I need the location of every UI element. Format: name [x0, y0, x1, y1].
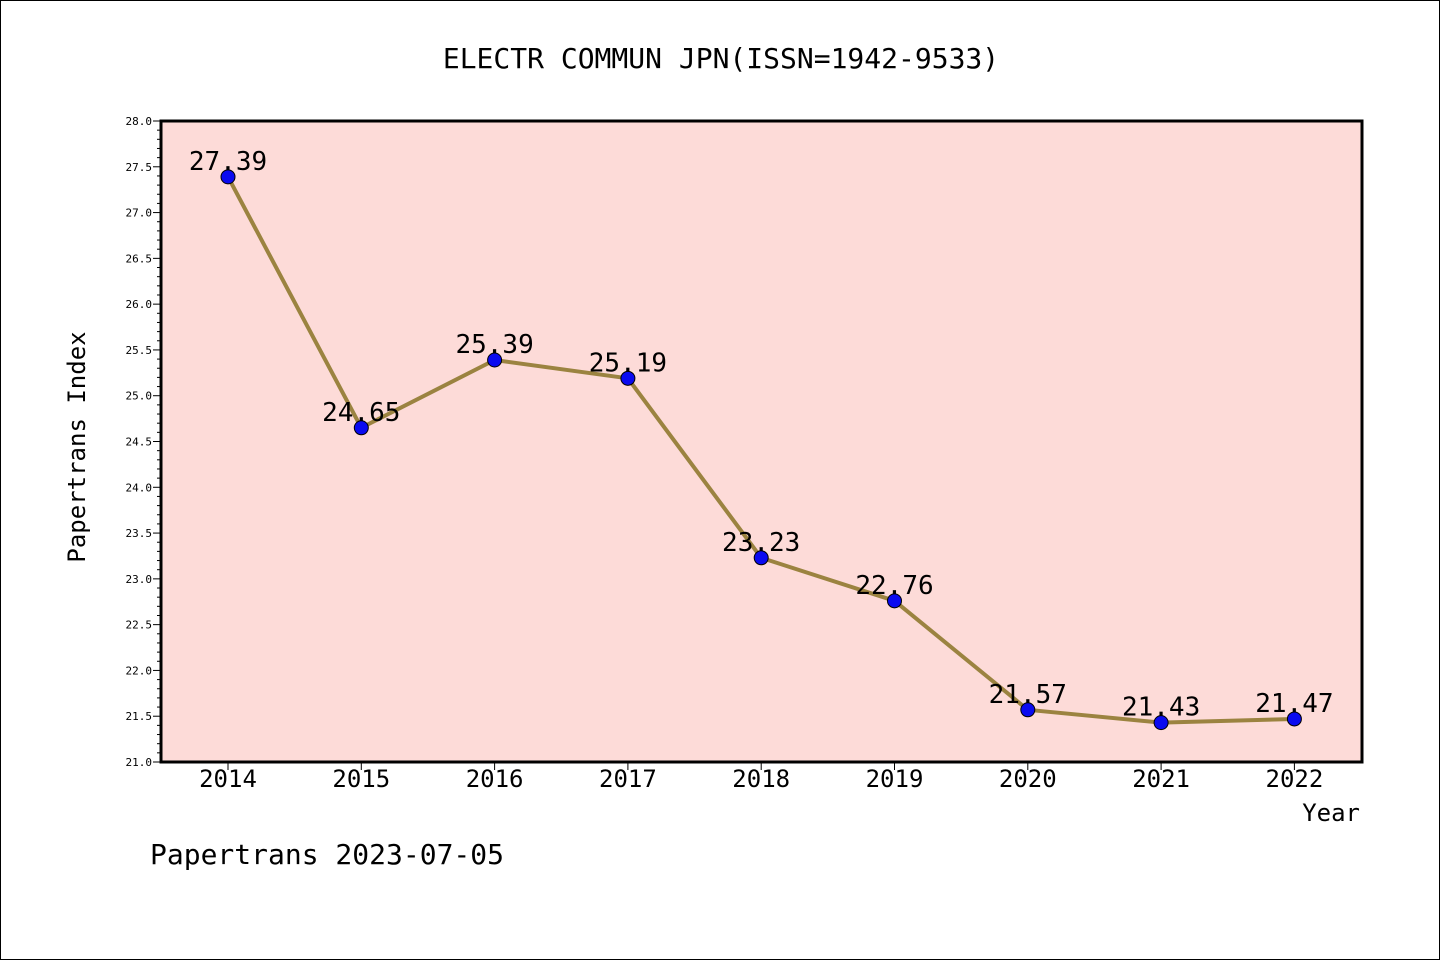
- data-label: 22.76: [855, 571, 933, 601]
- data-point: [1286, 711, 1302, 727]
- data-point: [220, 169, 236, 185]
- data-label: 21.43: [1122, 693, 1200, 723]
- plot-border: [159, 119, 1364, 764]
- y-tick-label: 26.0: [126, 298, 153, 311]
- y-tick-label: 25.0: [126, 390, 153, 403]
- data-labels: 27.39 24.65 25.39 25.19 23.23 22.76 21.57 21.43…: [189, 147, 1334, 723]
- y-tick-label: 24.5: [126, 436, 153, 449]
- y-axis-ticks: 21.0 21.5 22.0 22.5 23.0 23.5 24.0 24.5 25.0 25.5…: [126, 115, 161, 769]
- y-tick-label: 21.0: [126, 756, 153, 769]
- data-point: [620, 370, 636, 386]
- x-tick-label: 2019: [866, 765, 924, 793]
- x-axis-label: Year: [1302, 799, 1360, 827]
- y-tick-label: 27.5: [126, 161, 153, 174]
- footer-text: Papertrans 2023-07-05: [150, 838, 504, 871]
- x-tick-label: 2016: [466, 765, 524, 793]
- data-label: 24.65: [322, 398, 400, 428]
- y-tick-label: 28.0: [126, 115, 153, 128]
- data-points: [220, 169, 1302, 731]
- y-tick-label: 22.0: [126, 664, 153, 677]
- data-point: [753, 550, 769, 566]
- y-axis-label: Papertrans Index: [63, 331, 91, 562]
- chart-title: ELECTR COMMUN JPN(ISSN=1942-9533): [443, 42, 999, 75]
- x-tick-label: 2021: [1132, 765, 1190, 793]
- y-tick-label: 27.0: [126, 207, 153, 220]
- x-tick-label: 2017: [599, 765, 657, 793]
- data-label: 21.57: [989, 680, 1067, 710]
- y-tick-label: 23.5: [126, 527, 153, 540]
- data-point: [353, 420, 369, 436]
- x-axis-ticks: 2014 2015 2016 2017 2018 2019 2020 2021 2022: [199, 762, 1323, 793]
- data-point: [1020, 702, 1036, 718]
- x-tick-label: 2020: [999, 765, 1057, 793]
- y-tick-label: 22.5: [126, 619, 153, 632]
- x-tick-label: 2015: [332, 765, 390, 793]
- plot-area: [161, 121, 1362, 762]
- y-tick-label: 23.0: [126, 573, 153, 586]
- x-tick-label: 2022: [1266, 765, 1324, 793]
- data-label: 25.19: [589, 348, 667, 378]
- x-tick-label: 2014: [199, 765, 257, 793]
- data-point: [487, 352, 503, 368]
- data-label: 23.23: [722, 528, 800, 558]
- y-tick-label: 26.5: [126, 252, 153, 265]
- data-label: 27.39: [189, 147, 267, 177]
- data-point: [1153, 715, 1169, 731]
- y-tick-label: 25.5: [126, 344, 153, 357]
- data-point: [887, 593, 902, 609]
- data-label: 21.47: [1255, 689, 1333, 719]
- y-tick-label: 21.5: [126, 710, 153, 723]
- x-tick-label: 2018: [732, 765, 790, 793]
- data-label: 25.39: [455, 330, 533, 360]
- y-tick-label: 24.0: [126, 481, 153, 494]
